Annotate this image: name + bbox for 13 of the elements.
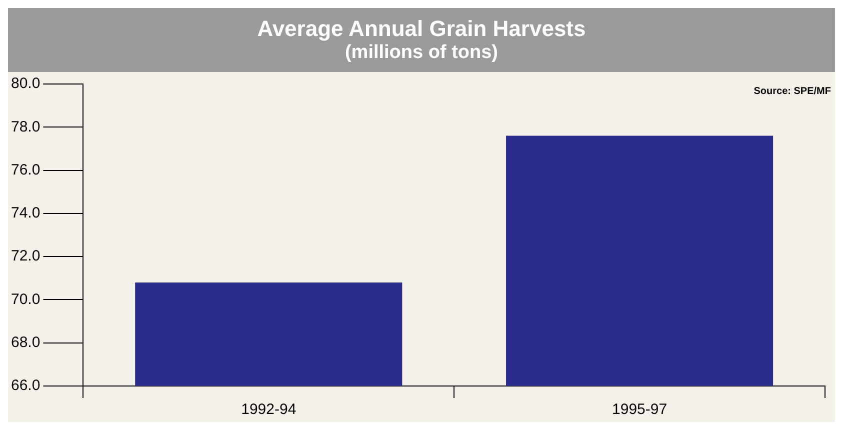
y-tick-label: 74.0	[10, 204, 40, 222]
y-tick-label: 76.0	[10, 161, 40, 178]
annotation: Source: SPE/MF	[754, 86, 831, 97]
y-tick-label: 80.0	[10, 75, 40, 92]
chart-subtitle: (millions of tons)	[344, 42, 500, 64]
x-tick-label: 1995-97	[612, 401, 668, 418]
y-tick-label: 78.0	[10, 118, 40, 136]
y-tick-label: 72.0	[10, 248, 40, 265]
y-tick-label: 66.0	[10, 377, 40, 394]
y-tick-label: 68.0	[10, 334, 40, 351]
chart-title: Average Annual Grain Harvests	[256, 16, 587, 42]
y-tick-label: 70.0	[10, 290, 40, 308]
x-tick-label: 1992-94	[241, 401, 296, 418]
